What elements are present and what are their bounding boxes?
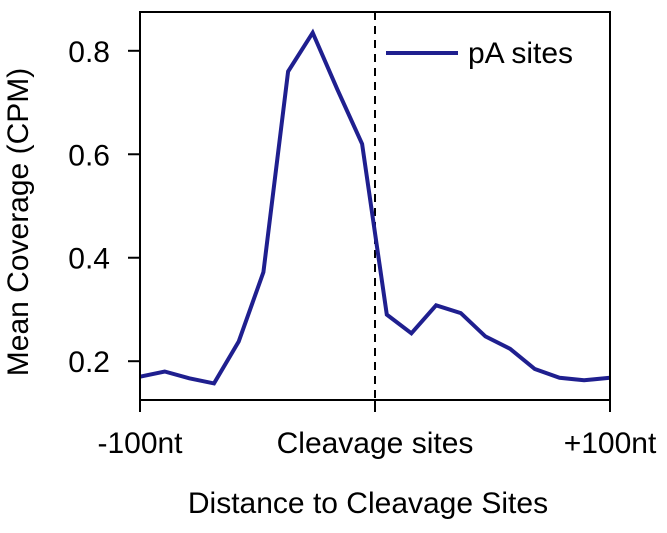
y-tick-label: 0.4 xyxy=(68,243,110,276)
legend: pA sites xyxy=(386,37,573,70)
x-tick-label: -100nt xyxy=(97,427,183,460)
y-tick-label: 0.8 xyxy=(68,36,110,69)
x-tick-label: +100nt xyxy=(564,427,657,460)
x-axis-title: Distance to Cleavage Sites xyxy=(188,487,548,520)
y-tick-label: 0.2 xyxy=(68,346,110,379)
y-axis-title: Mean Coverage (CPM) xyxy=(2,68,35,376)
series-line-pa-sites xyxy=(139,28,611,386)
legend-label-pa-sites: pA sites xyxy=(468,37,573,70)
y-tick-label: 0.6 xyxy=(68,139,110,172)
x-tick-label: Cleavage sites xyxy=(277,427,474,460)
